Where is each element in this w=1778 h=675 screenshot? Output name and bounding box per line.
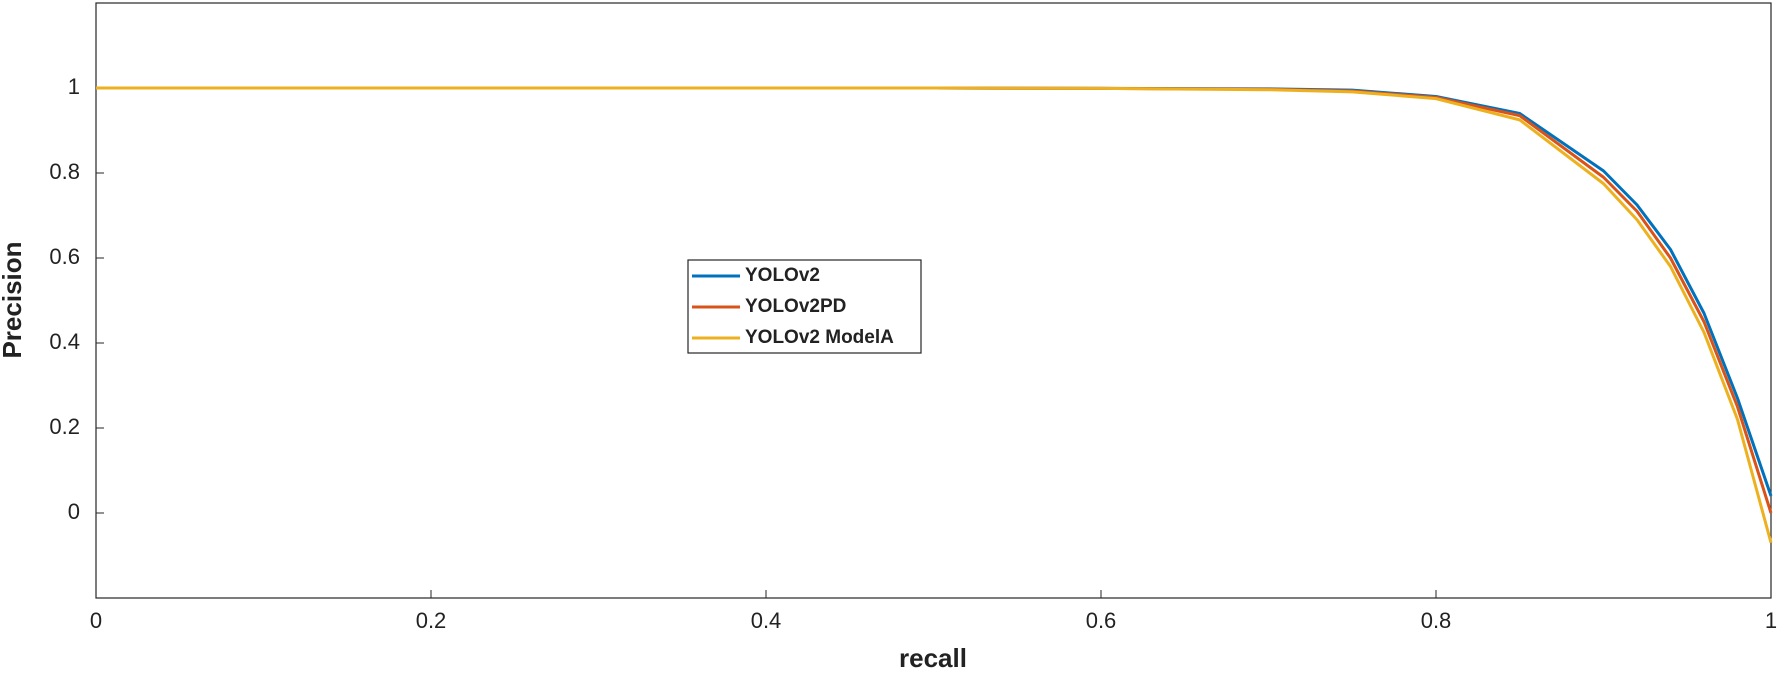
y-tick-label: 0.8 [49,159,80,184]
x-axis-title: recall [899,643,967,673]
series-line [96,86,1773,497]
x-tick-label: 1 [1765,608,1777,633]
legend-label: YOLOv2PD [745,296,846,317]
y-tick-label: 0.2 [49,414,80,439]
x-tick-label: 0.8 [1421,608,1452,633]
y-tick-label: 0 [68,499,80,524]
x-tick-label: 0.4 [751,608,782,633]
series-line [96,86,1773,514]
plot-area [95,2,1772,599]
y-axis-title: Precision [0,241,27,358]
x-tick-label: 0.6 [1086,608,1117,633]
y-tick-label: 1 [68,74,80,99]
series-line [96,86,1773,544]
legend-label: YOLOv2 [745,265,820,286]
x-tick-label: 0.2 [416,608,447,633]
legend-label: YOLOv2 ModelA [745,327,894,348]
x-tick-label: 0 [90,608,102,633]
y-tick-label: 0.4 [49,329,80,354]
y-tick-label: 0.6 [49,244,80,269]
